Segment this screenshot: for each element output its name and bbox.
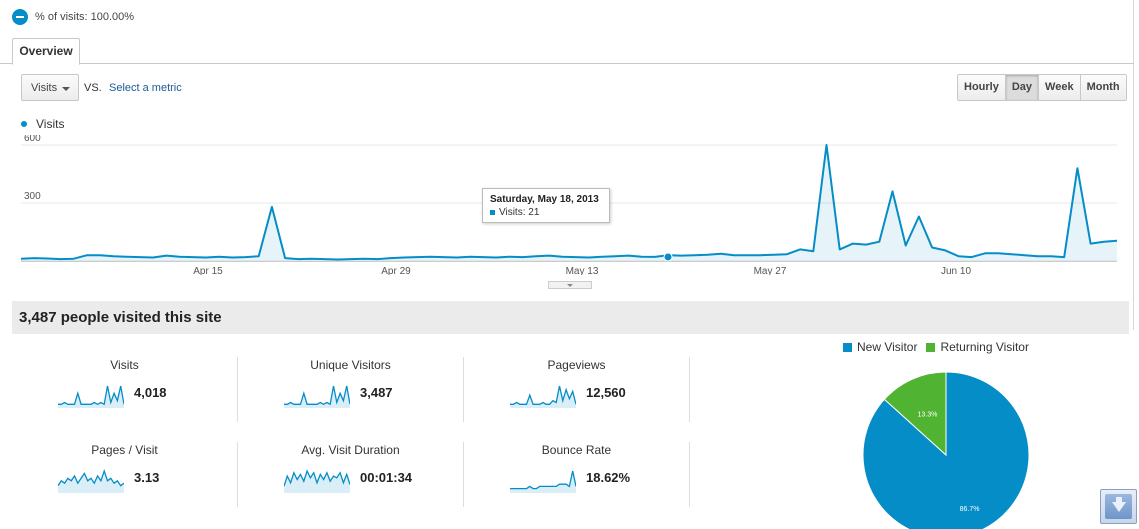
x-tick-label: May 27	[754, 266, 787, 275]
sparkline-line	[510, 470, 576, 490]
sparkline	[58, 385, 124, 408]
pie-legend: New Visitor Returning Visitor	[843, 340, 1038, 354]
kpi-value: 3,487	[360, 385, 393, 400]
kpi-pageviews[interactable]: Pageviews 12,560	[464, 358, 689, 418]
visits-line-chart[interactable]: 600 300 Apr 15 Apr 29 May 13 May 27 Jun 10	[0, 135, 1120, 275]
kpi-label: Visits	[110, 358, 139, 372]
summary-title: 3,487 people visited this site	[12, 301, 1129, 334]
segment-label: % of visits: 100.00%	[35, 11, 135, 23]
pie-slice	[862, 371, 1030, 529]
series-dot-icon	[21, 121, 27, 127]
visitor-type-pie-chart[interactable]: 86.7% 13.3%	[862, 371, 1032, 529]
hourly-button[interactable]: Hourly	[958, 75, 1005, 100]
kpi-divider	[237, 442, 238, 507]
kpi-value: 18.62%	[586, 470, 631, 485]
sparkline-area	[510, 386, 576, 408]
tab-divider	[0, 63, 1134, 64]
month-button[interactable]: Month	[1079, 75, 1126, 100]
kpi-divider	[463, 357, 464, 422]
sparkline	[510, 470, 576, 493]
sparkline-area	[58, 471, 124, 493]
sparkline-line	[284, 469, 350, 487]
select-metric-link[interactable]: Select a metric	[109, 82, 182, 94]
tab-overview[interactable]: Overview	[12, 38, 80, 65]
day-button[interactable]: Day	[1004, 75, 1039, 100]
kpi-value: 12,560	[586, 385, 626, 400]
kpi-label: Unique Visitors	[310, 358, 391, 372]
highlight-point	[663, 252, 673, 262]
metric-select[interactable]: Visits	[21, 74, 79, 101]
tooltip-value: Visits: 21	[499, 207, 540, 218]
y-tick-label: 600	[24, 135, 41, 144]
series-square-icon	[490, 210, 495, 215]
legend-swatch	[843, 342, 852, 352]
pie-slice-label: 13.3%	[918, 411, 938, 418]
tooltip-date: Saturday, May 18, 2013	[490, 194, 599, 205]
scroll-down-button[interactable]	[1100, 489, 1137, 524]
sparkline-line	[284, 385, 350, 406]
pie-slice	[883, 371, 947, 457]
week-button[interactable]: Week	[1038, 75, 1080, 100]
sparkline-line	[58, 385, 124, 406]
sparkline-area	[58, 386, 124, 408]
legend-item-new-visitor[interactable]: New Visitor	[843, 340, 917, 354]
sparkline	[58, 468, 124, 493]
kpi-label: Avg. Visit Duration	[301, 443, 400, 457]
kpi-label: Bounce Rate	[541, 443, 612, 457]
segment-indicator[interactable]: % of visits: 100.00%	[12, 8, 134, 26]
kpi-divider	[689, 442, 690, 507]
chart-collapse-handle[interactable]	[548, 281, 592, 289]
series-line	[20, 144, 1118, 261]
kpi-unique-visitors[interactable]: Unique Visitors 3,487	[238, 358, 463, 418]
legend-swatch	[926, 342, 936, 352]
kpi-pages-per-visit[interactable]: Pages / Visit 3.13	[12, 443, 237, 503]
y-tick-label: 300	[24, 191, 41, 202]
sparkline	[284, 385, 350, 408]
kpi-label: Pageviews	[547, 358, 606, 372]
x-tick-label: May 13	[566, 266, 599, 275]
legend-label: New Visitor	[857, 340, 918, 354]
kpi-value: 00:01:34	[360, 470, 413, 485]
kpi-bounce-rate[interactable]: Bounce Rate 18.62%	[464, 443, 689, 503]
chart-tooltip: Saturday, May 18, 2013 Visits: 21	[482, 188, 610, 223]
x-tick-label: Apr 15	[193, 266, 223, 275]
sparkline-line	[58, 468, 124, 487]
vs-label: VS.	[84, 82, 102, 94]
x-tick-label: Jun 10	[941, 266, 971, 275]
kpi-value: 3.13	[134, 470, 160, 485]
minus-circle-icon[interactable]	[12, 9, 28, 25]
panel-right-border	[1133, 0, 1134, 330]
metric-select-value: Visits	[31, 82, 58, 94]
kpi-divider	[237, 357, 238, 422]
sparkline-area	[284, 386, 350, 408]
kpi-label: Pages / Visit	[91, 443, 158, 457]
legend-item-returning-visitor[interactable]: Returning Visitor	[926, 340, 1029, 354]
chevron-down-icon	[62, 87, 70, 91]
sparkline	[510, 385, 576, 408]
sparkline-area	[510, 471, 576, 493]
legend-label: Returning Visitor	[940, 340, 1029, 354]
kpi-avg-visit-duration[interactable]: Avg. Visit Duration 00:01:34	[238, 443, 463, 503]
kpi-visits[interactable]: Visits 4,018	[12, 358, 237, 418]
x-tick-label: Apr 29	[381, 266, 411, 275]
sparkline-line	[510, 385, 576, 405]
arrow-down-icon	[1105, 494, 1132, 519]
kpi-divider	[689, 357, 690, 422]
pie-slice-label: 86.7%	[960, 506, 980, 513]
date-granularity-group: Hourly Day Week Month	[957, 74, 1127, 101]
kpi-divider	[463, 442, 464, 507]
chart-legend: Visits	[21, 117, 64, 131]
legend-label: Visits	[36, 117, 65, 131]
sparkline	[284, 469, 350, 493]
kpi-value: 4,018	[134, 385, 167, 400]
